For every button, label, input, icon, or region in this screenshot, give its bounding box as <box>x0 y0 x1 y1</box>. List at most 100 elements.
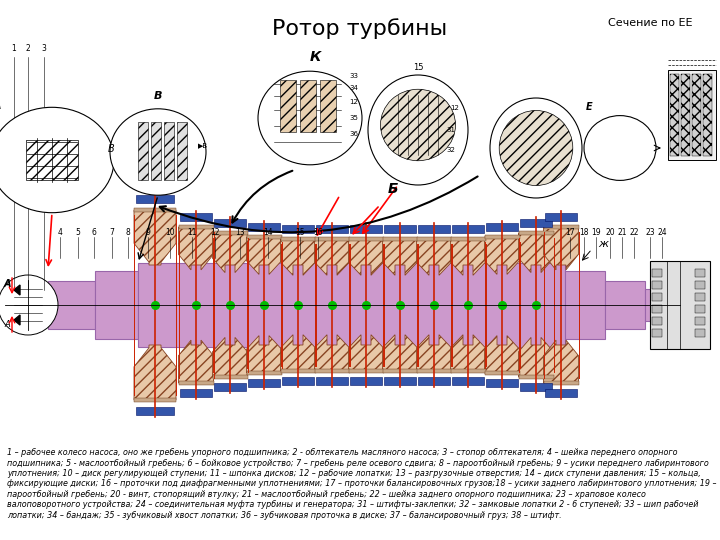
Bar <box>652 305 662 313</box>
Text: 5: 5 <box>76 228 81 237</box>
Text: 35: 35 <box>350 115 359 121</box>
Polygon shape <box>485 335 520 373</box>
Bar <box>692 74 701 156</box>
Text: 12: 12 <box>350 99 359 105</box>
Polygon shape <box>382 239 418 275</box>
Bar <box>670 74 679 156</box>
Bar <box>485 235 520 239</box>
Ellipse shape <box>499 111 573 186</box>
Bar <box>544 381 578 385</box>
Bar <box>565 271 605 339</box>
Bar <box>280 80 296 132</box>
Bar <box>180 389 212 397</box>
Bar <box>281 237 315 241</box>
Polygon shape <box>281 239 315 275</box>
Bar <box>545 389 577 397</box>
Bar <box>282 377 314 385</box>
Bar <box>650 261 710 349</box>
Polygon shape <box>179 340 214 383</box>
Bar <box>695 317 705 325</box>
Text: Ротор турбины: Ротор турбины <box>272 18 448 39</box>
Polygon shape <box>518 338 554 377</box>
Bar <box>348 369 384 373</box>
Text: Е: Е <box>586 102 593 112</box>
Text: 24: 24 <box>657 228 667 237</box>
Polygon shape <box>315 239 349 275</box>
Bar <box>282 225 314 233</box>
Bar <box>681 74 690 156</box>
Text: 12: 12 <box>210 228 220 237</box>
Text: 34: 34 <box>350 85 359 91</box>
Bar <box>384 377 415 385</box>
Bar <box>248 223 280 231</box>
Bar <box>518 231 554 235</box>
Bar <box>179 381 214 385</box>
Bar <box>180 213 212 221</box>
Text: В: В <box>108 144 114 154</box>
Polygon shape <box>212 338 248 377</box>
Bar <box>350 225 382 233</box>
Text: ж: ж <box>598 239 608 249</box>
Circle shape <box>0 275 58 335</box>
Bar <box>652 269 662 277</box>
Ellipse shape <box>258 71 362 165</box>
Bar <box>215 383 246 391</box>
Polygon shape <box>485 237 520 274</box>
Polygon shape <box>315 335 349 371</box>
Bar <box>544 225 578 229</box>
Bar <box>451 237 485 241</box>
Bar <box>315 237 349 241</box>
Bar <box>164 122 174 180</box>
Text: 11: 11 <box>187 228 197 237</box>
Bar <box>138 263 565 347</box>
Bar <box>416 369 451 373</box>
Bar <box>134 208 176 212</box>
Text: 15: 15 <box>295 228 305 237</box>
Bar <box>212 231 248 235</box>
Bar <box>151 122 161 180</box>
Text: 36: 36 <box>349 131 359 137</box>
Bar <box>695 281 705 289</box>
Bar <box>605 281 645 329</box>
Polygon shape <box>544 340 578 383</box>
Text: 16: 16 <box>313 228 323 237</box>
Text: 18: 18 <box>580 228 589 237</box>
Polygon shape <box>416 239 451 275</box>
Text: ▶В: ▶В <box>198 142 208 148</box>
Bar <box>48 281 95 329</box>
Text: Б: Б <box>388 182 399 196</box>
Bar <box>521 383 552 391</box>
Bar <box>300 80 316 132</box>
Bar <box>320 80 336 132</box>
Polygon shape <box>348 239 384 275</box>
Bar <box>384 225 415 233</box>
Bar <box>10 291 48 319</box>
Polygon shape <box>281 335 315 371</box>
Bar <box>382 369 418 373</box>
Text: 4: 4 <box>58 228 63 237</box>
Bar <box>452 377 484 385</box>
Text: 32: 32 <box>446 147 455 153</box>
Bar <box>246 235 282 239</box>
Text: 7: 7 <box>109 228 114 237</box>
Bar <box>212 375 248 379</box>
Bar <box>451 369 485 373</box>
Text: А: А <box>4 279 12 289</box>
Text: 15: 15 <box>413 63 423 72</box>
Polygon shape <box>416 335 451 371</box>
Ellipse shape <box>584 116 656 180</box>
Text: 6: 6 <box>91 228 96 237</box>
Text: Сечение по ЕЕ: Сечение по ЕЕ <box>608 18 692 28</box>
Text: 21: 21 <box>617 228 626 237</box>
Text: 33: 33 <box>349 73 359 79</box>
Text: 31: 31 <box>446 127 455 133</box>
Bar <box>215 219 246 227</box>
Bar <box>382 237 418 241</box>
Bar <box>95 271 138 339</box>
Bar <box>652 317 662 325</box>
Bar <box>316 225 348 233</box>
Bar <box>452 225 484 233</box>
Bar <box>134 398 176 402</box>
Bar <box>521 219 552 227</box>
Bar <box>418 225 450 233</box>
